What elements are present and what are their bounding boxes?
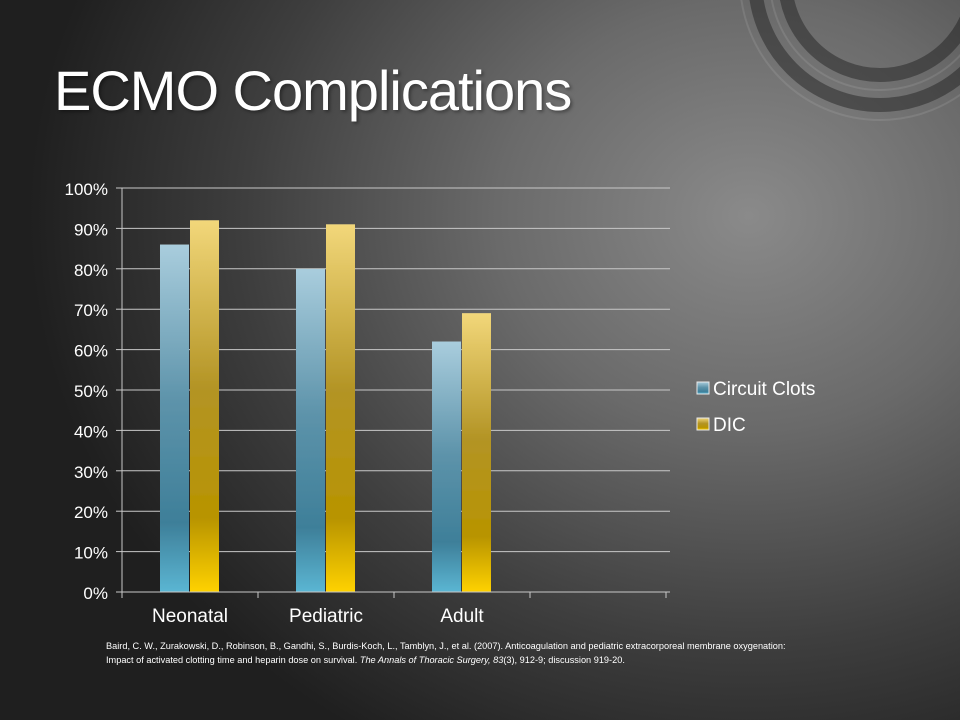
legend-label: Circuit Clots	[713, 379, 815, 400]
legend-swatch	[696, 381, 710, 395]
y-tick-label: 100%	[65, 180, 108, 199]
citation-text: Baird, C. W., Zurakowski, D., Robinson, …	[106, 641, 786, 665]
bar-circuit-clots	[160, 244, 189, 592]
bar-circuit-clots	[296, 268, 325, 592]
legend-label: DIC	[713, 415, 746, 436]
y-tick-label: 90%	[74, 220, 108, 239]
citation-journal: The Annals of Thoracic Surgery, 83	[359, 655, 504, 665]
y-tick-label: 80%	[74, 261, 108, 280]
legend-swatch	[696, 417, 710, 431]
y-tick-label: 60%	[74, 342, 108, 361]
bar-dic	[190, 220, 219, 592]
x-tick-label: Pediatric	[289, 606, 363, 627]
y-tick-label: 70%	[74, 301, 108, 320]
y-tick-label: 30%	[74, 463, 108, 482]
slide-title: ECMO Complications	[54, 59, 572, 122]
bar-circuit-clots	[432, 341, 461, 592]
y-tick-label: 40%	[74, 422, 108, 441]
citation-pages: (3), 912-9; discussion 919-20.	[503, 655, 625, 665]
x-tick-label: Adult	[440, 606, 484, 627]
y-tick-label: 20%	[74, 503, 108, 522]
bar-dic	[326, 224, 355, 593]
y-tick-label: 0%	[83, 584, 108, 603]
citation: Baird, C. W., Zurakowski, D., Robinson, …	[106, 639, 806, 667]
y-tick-label: 50%	[74, 382, 108, 401]
y-tick-label: 10%	[74, 544, 108, 563]
bar-dic	[462, 313, 491, 592]
x-tick-label: Neonatal	[152, 606, 228, 627]
